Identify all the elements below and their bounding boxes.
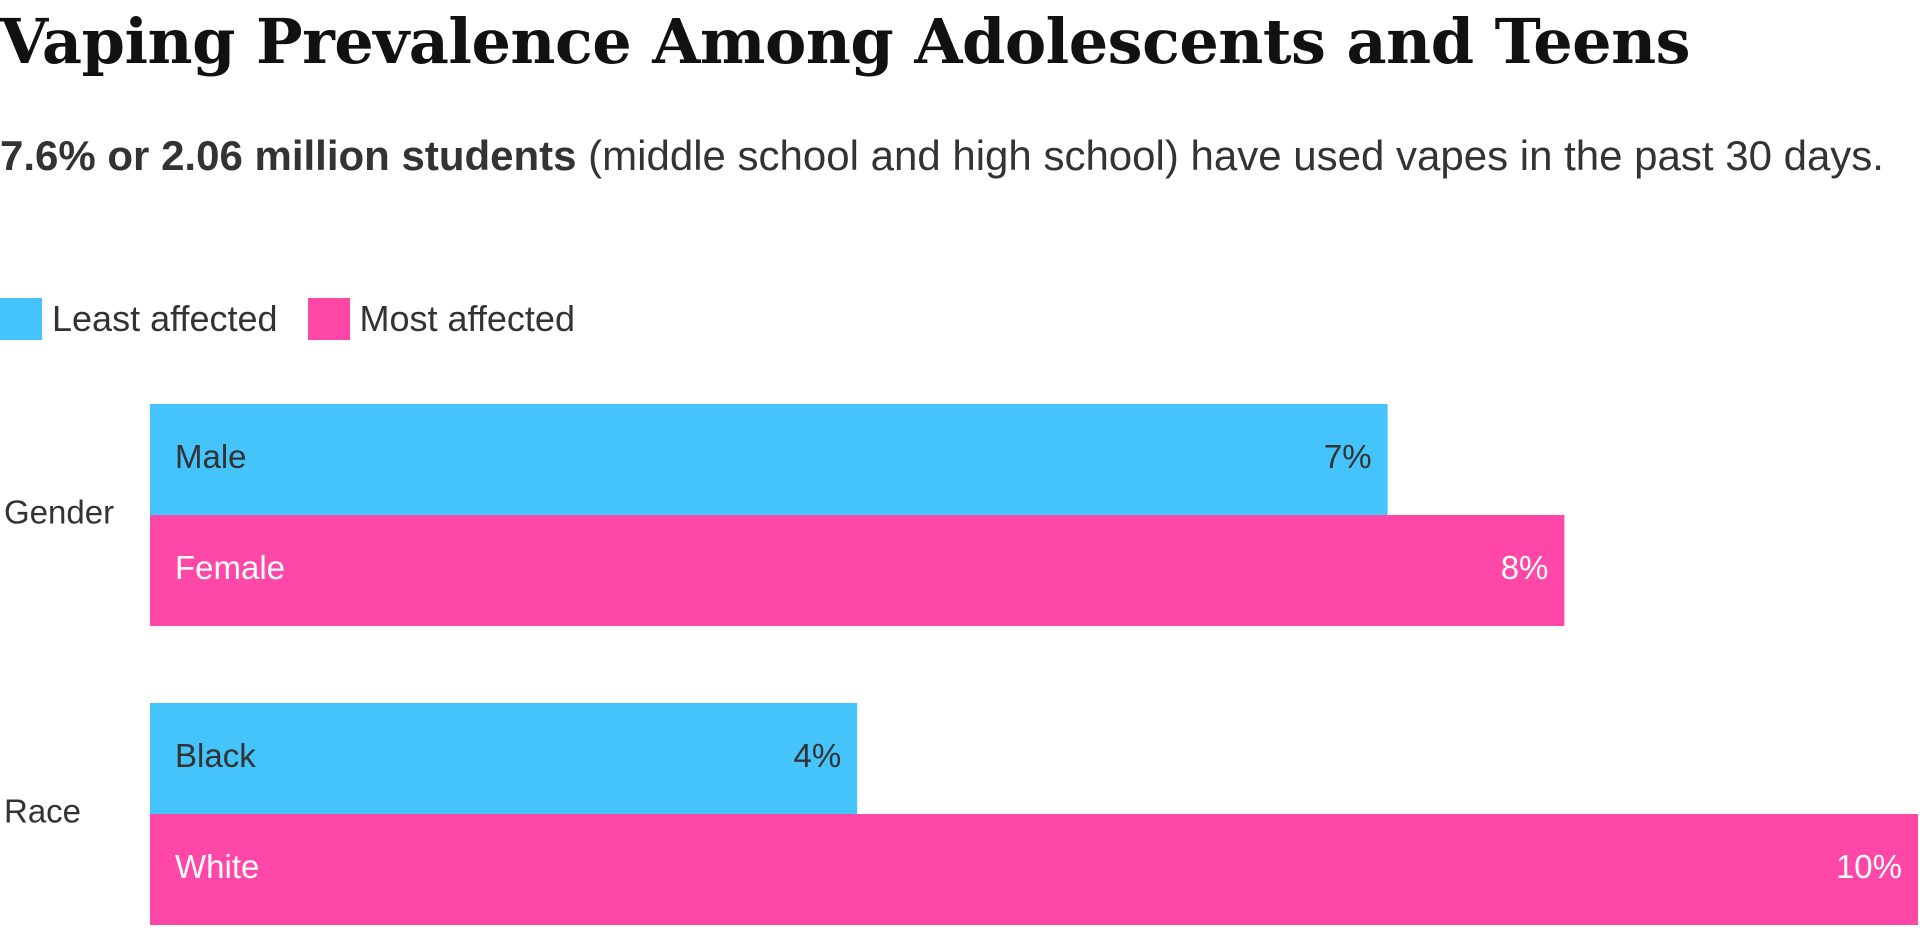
legend-label-most-affected: Most affected [359, 298, 575, 339]
chart-subtitle: 7.6% or 2.06 million students (middle sc… [0, 130, 1910, 182]
chart-title: Vaping Prevalence Among Adolescents and … [0, 5, 1691, 78]
legend-swatch-most-affected [307, 298, 350, 340]
value-label-white: 10% [1836, 848, 1902, 885]
bar-label-white: White [175, 848, 259, 885]
bar-male [150, 404, 1388, 515]
legend-label-least-affected: Least affected [52, 298, 278, 339]
bar-label-male: Male [175, 438, 247, 475]
bar-female [150, 515, 1565, 626]
subtitle-emphasis: 7.6% or 2.06 million students [0, 132, 577, 179]
legend-item-most-affected: Most affected [307, 298, 575, 340]
bar-white [150, 814, 1918, 925]
legend-item-least-affected: Least affected [0, 298, 278, 340]
value-label-black: 4% [793, 737, 841, 774]
group-label-gender: Gender [4, 494, 114, 531]
bar-black [150, 703, 858, 814]
subtitle-rest: (middle school and high school) have use… [576, 132, 1884, 179]
group-label-race: Race [4, 793, 81, 830]
legend-swatch-least-affected [0, 298, 42, 340]
bar-label-female: Female [175, 549, 285, 586]
value-label-female: 8% [1501, 549, 1549, 586]
bar-label-black: Black [175, 737, 256, 774]
value-label-male: 7% [1324, 438, 1372, 475]
chart-legend: Least affected Most affected [0, 298, 605, 340]
